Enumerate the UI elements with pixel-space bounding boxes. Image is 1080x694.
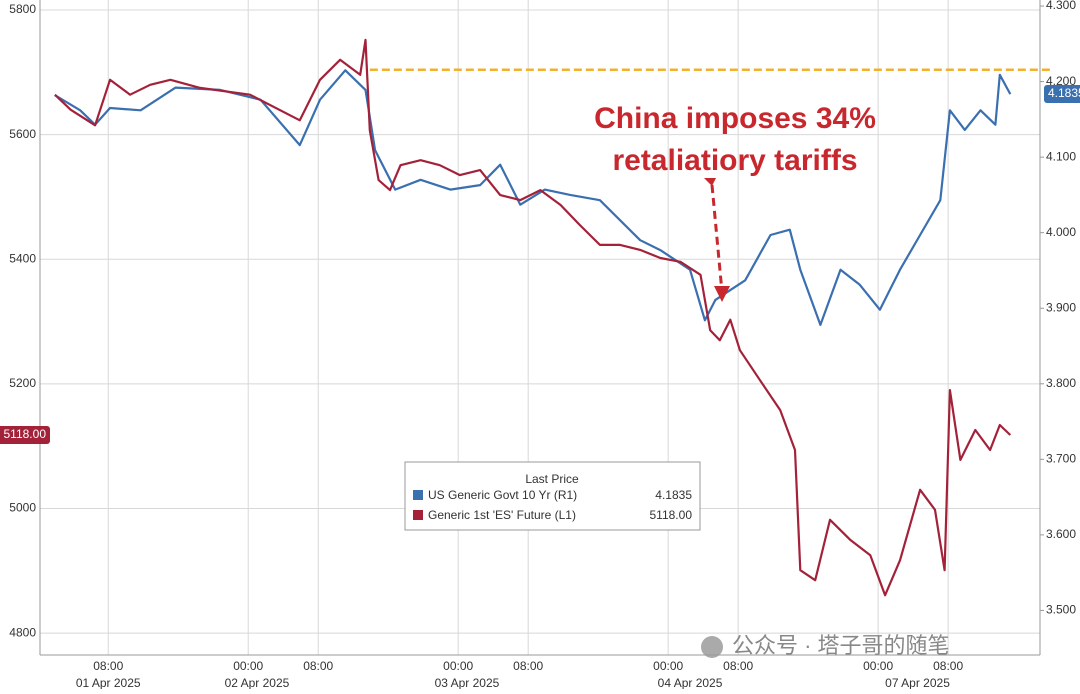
plot xyxy=(54,38,1052,597)
y2-tick-label: 3.700 xyxy=(1046,452,1076,466)
y-tick-label: 5800 xyxy=(9,2,36,16)
legend-swatch xyxy=(413,510,423,520)
y-tick-label: 5600 xyxy=(9,127,36,141)
last-value-label: 4.1835 xyxy=(1048,86,1080,100)
arrow-tail xyxy=(704,178,716,186)
legend: Last Price US Generic Govt 10 Yr (R1) 4.… xyxy=(404,461,701,531)
last-value-label: 5118.00 xyxy=(4,427,47,441)
x-tick-label: 08:00 xyxy=(723,659,753,673)
date-label: 07 Apr 2025 xyxy=(885,676,950,689)
series-line xyxy=(54,69,1012,326)
y2-tick-label: 3.900 xyxy=(1046,300,1076,314)
y-tick-label: 5400 xyxy=(9,251,36,265)
annotation-arrow xyxy=(710,184,724,293)
x-tick-label: 00:00 xyxy=(863,659,893,673)
x-tick-label: 00:00 xyxy=(443,659,473,673)
y2-tick-label: 4.200 xyxy=(1046,74,1076,88)
last-value-tag xyxy=(1044,85,1080,104)
y-tick-label: 5200 xyxy=(9,376,36,390)
x-tick-label: 08:00 xyxy=(303,659,333,673)
annotation: retaliatiory tariffs xyxy=(612,144,857,177)
date-label: 02 Apr 2025 xyxy=(225,676,290,689)
watermark: 公众号 · 塔子哥的随笔 xyxy=(732,633,950,658)
x-tick-label: 08:00 xyxy=(93,659,123,673)
legend-swatch xyxy=(413,490,423,500)
x-tick-label: 00:00 xyxy=(653,659,683,673)
watermark-icon xyxy=(701,636,723,658)
last-value-tag xyxy=(0,426,50,445)
y2-tick-label: 3.800 xyxy=(1046,376,1076,390)
y2-tick-label: 3.500 xyxy=(1046,603,1076,617)
annotation: China imposes 34% xyxy=(594,102,876,135)
x-tick-label: 00:00 xyxy=(233,659,263,673)
legend-value: 4.1835 xyxy=(655,488,692,502)
legend-label: Generic 1st 'ES' Future (L1) xyxy=(428,508,576,522)
y2-tick-label: 4.100 xyxy=(1046,149,1076,163)
x-tick-label: 08:00 xyxy=(933,659,963,673)
legend-label: US Generic Govt 10 Yr (R1) xyxy=(428,488,577,502)
arrow-head xyxy=(714,286,730,302)
legend-title: Last Price xyxy=(525,472,579,486)
grid xyxy=(40,0,1040,655)
legend-value: 5118.00 xyxy=(650,508,693,522)
legend-box xyxy=(404,461,701,531)
y2-tick-label: 4.000 xyxy=(1046,225,1076,239)
date-label: 03 Apr 2025 xyxy=(435,676,500,689)
date-label: 04 Apr 2025 xyxy=(658,676,723,689)
y2-tick-label: 3.600 xyxy=(1046,527,1076,541)
y2-tick-label: 4.300 xyxy=(1046,0,1076,12)
date-label: 01 Apr 2025 xyxy=(76,676,141,689)
y-tick-label: 5000 xyxy=(9,501,36,515)
y-tick-label: 4800 xyxy=(9,625,36,639)
x-tick-label: 08:00 xyxy=(513,659,543,673)
series-line xyxy=(54,38,1012,597)
